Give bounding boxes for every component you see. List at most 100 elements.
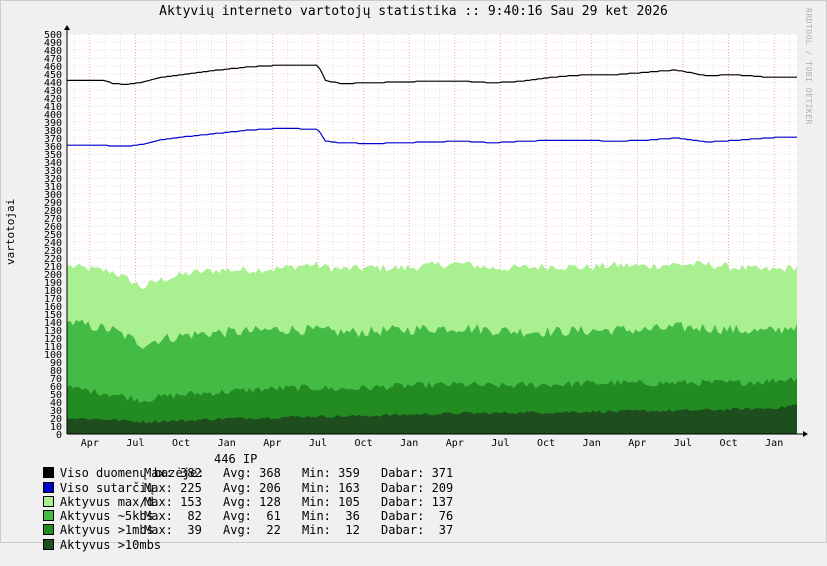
- legend-swatch: [42, 467, 54, 479]
- x-tick-label: Jul: [674, 438, 692, 449]
- y-tick-label: 250: [44, 230, 62, 241]
- y-tick-label: 220: [44, 254, 62, 265]
- y-tick-label: 30: [50, 406, 62, 417]
- legend-min: Min: 12: [302, 523, 360, 538]
- y-tick-label: 270: [44, 214, 62, 225]
- y-tick-label: 50: [50, 390, 62, 401]
- series-area-aktyvus-10mbs: [67, 404, 797, 434]
- x-tick-label: Jul: [491, 438, 509, 449]
- legend-now: Dabar: 76: [381, 509, 454, 524]
- legend-max: Max: 225: [144, 480, 202, 495]
- x-tick-label: Oct: [355, 438, 373, 449]
- y-tick-label: 500: [44, 30, 62, 41]
- y-axis-arrow: [64, 25, 70, 30]
- x-tick-label: Oct: [537, 438, 555, 449]
- legend-max: Max: 382: [144, 466, 202, 481]
- x-tick-label: Apr: [446, 438, 464, 449]
- y-tick-label: 60: [50, 382, 62, 393]
- x-tick-label: Apr: [628, 438, 646, 449]
- series-line-contracts: [67, 127, 797, 147]
- y-tick-label: 130: [44, 326, 62, 337]
- legend-now: Dabar: 209: [381, 480, 454, 495]
- legend-value: 446 IP: [214, 452, 258, 466]
- x-tick-label: Jan: [218, 438, 236, 449]
- legend-min: Min: 163: [302, 480, 360, 495]
- legend-row-total: Viso duomenų bazėje: 446 IP: [14, 452, 257, 480]
- y-tick-label: 0: [56, 430, 62, 441]
- x-tick-label: Apr: [81, 438, 99, 449]
- chart-canvas: 0102030405060708090100110120130140150160…: [44, 25, 808, 449]
- y-tick-label: 490: [44, 38, 62, 49]
- y-tick-label: 380: [44, 126, 62, 137]
- legend-min: Min: 359: [302, 466, 360, 481]
- legend-swatch: [42, 495, 54, 507]
- y-tick-label: 210: [44, 262, 62, 273]
- x-tick-label: Oct: [720, 438, 738, 449]
- y-tick-label: 410: [44, 102, 62, 113]
- legend-label: Aktyvus max/d: [59, 494, 154, 509]
- y-tick-label: 390: [44, 118, 62, 129]
- y-tick-label: 460: [44, 62, 62, 73]
- legend-label: Aktyvus ~5kbs: [59, 509, 154, 524]
- y-tick-label: 430: [44, 86, 62, 97]
- y-tick-label: 190: [44, 278, 62, 289]
- legend-row-5kbs: Aktyvus ~5kbs Max: 153 Avg: 128 Min: 105 Dab…: [14, 494, 453, 523]
- y-tick-label: 360: [44, 142, 62, 153]
- legend-label: Aktyvus >10mbs: [59, 537, 162, 552]
- legend-row-10mbs: Aktyvus >10mbs Max: 39 Avg: 22 Min: 12 Dabar…: [14, 523, 453, 552]
- legend-label: Aktyvus >1mbs: [59, 523, 154, 538]
- legend-swatch: [42, 538, 54, 550]
- y-tick-label: 450: [44, 70, 62, 81]
- y-tick-label: 120: [44, 334, 62, 345]
- legend-avg: Avg: 61: [223, 509, 281, 524]
- legend-now: Dabar: 371: [381, 466, 454, 481]
- legend-label: Viso duomenų bazėje:: [59, 466, 205, 481]
- y-tick-label: 140: [44, 318, 62, 329]
- y-tick-label: 280: [44, 206, 62, 217]
- legend-now: Dabar: 137: [381, 494, 454, 509]
- legend-max: Max: 39: [144, 523, 202, 538]
- y-tick-label: 80: [50, 366, 62, 377]
- y-tick-label: 180: [44, 286, 62, 297]
- legend-now: Dabar: 37: [381, 523, 454, 538]
- y-tick-label: 310: [44, 182, 62, 193]
- y-tick-label: 150: [44, 310, 62, 321]
- y-tick-label: 20: [50, 414, 62, 425]
- x-tick-label: Jul: [309, 438, 327, 449]
- legend-avg: Avg: 128: [223, 494, 281, 509]
- y-tick-label: 340: [44, 158, 62, 169]
- y-tick-label: 230: [44, 246, 62, 257]
- legend-label: Viso sutarčių: [59, 480, 154, 495]
- y-tick-label: 290: [44, 198, 62, 209]
- legend-max: Max: 153: [144, 494, 202, 509]
- watermark: RRDTOOL / TOBI OETIKER: [804, 8, 813, 125]
- y-tick-label: 440: [44, 78, 62, 89]
- legend-max: Max: 82: [144, 509, 202, 524]
- y-tick-label: 350: [44, 150, 62, 161]
- y-axis-label: vartotojai: [4, 198, 17, 265]
- y-tick-label: 200: [44, 270, 62, 281]
- legend-row-1mbs: Aktyvus >1mbs Max: 82 Avg: 61 Min: 36 Dabar:…: [14, 509, 453, 537]
- legend-swatch: [42, 481, 54, 493]
- y-tick-label: 330: [44, 166, 62, 177]
- series-line-total: [67, 64, 797, 85]
- y-tick-label: 40: [50, 398, 62, 409]
- y-tick-label: 260: [44, 222, 62, 233]
- x-tick-label: Jul: [126, 438, 144, 449]
- legend-min: Min: 105: [302, 494, 360, 509]
- y-tick-label: 370: [44, 134, 62, 145]
- legend-row-contracts: Viso sutarčių Max: 382 Avg: 368 Min: 359 Dab…: [14, 466, 453, 495]
- y-tick-label: 10: [50, 422, 62, 433]
- y-tick-label: 420: [44, 94, 62, 105]
- legend: Viso duomenų bazėje: 446 IP Viso sutarčių…: [14, 452, 453, 552]
- legend-avg: Avg: 206: [223, 480, 281, 495]
- x-tick-label: Jan: [765, 438, 783, 449]
- legend-row-maxd: Aktyvus max/d Max: 225 Avg: 206 Min: 163 Dab…: [14, 480, 453, 509]
- y-tick-label: 480: [44, 46, 62, 57]
- legend-swatch: [42, 510, 54, 522]
- x-tick-label: Oct: [172, 438, 190, 449]
- legend-avg: Avg: 22: [223, 523, 281, 538]
- x-axis-arrow: [803, 431, 808, 437]
- legend-avg: Avg: 368: [223, 466, 281, 481]
- y-tick-label: 90: [50, 358, 62, 369]
